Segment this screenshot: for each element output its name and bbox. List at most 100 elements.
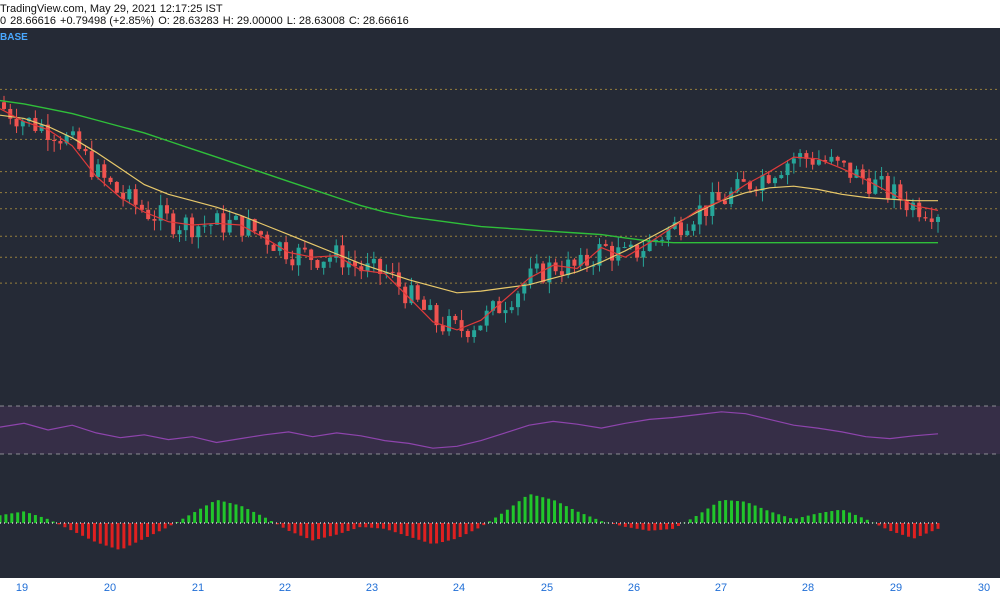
histogram-bar [889,523,893,532]
histogram-bar [783,516,787,523]
histogram-bar [140,523,144,540]
histogram-bar [216,500,220,523]
candle-body [578,254,583,266]
histogram-bar [848,512,852,523]
candle-body [816,160,821,165]
histogram-bar [877,523,881,526]
high-value: H: 29.00000 [222,15,283,27]
histogram-bar [659,523,663,530]
candle-body [77,131,82,149]
candle-body [365,263,370,272]
candle-body [804,153,809,159]
x-axis-tick: 29 [889,582,903,594]
histogram-bar [930,523,934,532]
candle-body [346,261,351,268]
candle-body [829,156,834,162]
candle-body [371,258,376,264]
chart-header: TradingView.com, May 29, 2021 12:17:25 I… [0,0,1000,28]
candle-body [415,285,420,300]
candle-body [610,245,615,261]
candle-body [302,247,307,250]
histogram-bar [381,523,385,529]
candle-body [798,153,803,159]
candle-body [553,262,558,272]
histogram-bar [376,523,380,529]
histogram-bar [328,523,332,537]
histogram-bar [252,511,256,523]
candle-body [359,266,364,272]
candle-body [747,181,752,190]
candle-body [196,226,201,238]
histogram-bar [399,523,403,535]
histogram-bar [853,514,857,523]
candle-body [102,164,107,178]
histogram-bar [747,503,751,523]
histogram-bar [629,523,633,528]
histogram-bar [494,517,498,523]
histogram-bar [688,519,692,523]
histogram-bar [918,523,922,536]
histogram-bar [4,514,8,523]
histogram-bar [57,523,61,525]
candle-body [121,192,126,200]
histogram-bar [27,513,31,523]
candle-body [923,217,928,219]
candle-body [390,271,395,273]
histogram-bar [482,523,486,526]
candle-body [83,148,88,152]
candle-body [823,160,828,162]
candle-body [810,158,815,165]
histogram-bar [794,518,798,523]
candle-body [20,121,25,127]
candle-body [114,182,119,193]
candle-body [572,259,577,266]
x-axis: 19 20 21 22 23 24 25 26 27 28 29 30 [0,578,1000,600]
x-axis-tick: 25 [540,582,554,594]
histogram-bar [370,523,374,528]
histogram-bar [81,523,85,536]
candle-body [45,124,50,140]
histogram-bar [352,523,356,530]
histogram-bar [653,523,657,531]
candle-body [860,169,865,179]
histogram-bar [293,523,297,534]
histogram-bar [765,510,769,523]
candle-body [139,204,144,210]
candle-body [929,218,934,222]
candle-body [321,261,326,268]
histogram-bar [187,515,191,523]
histogram-bar [340,523,344,533]
histogram-bar [305,523,309,539]
histogram-bar [199,508,203,523]
candle-body [227,219,232,233]
candle-body [64,135,69,144]
histogram-bar [446,523,450,541]
histogram-bar [346,523,350,531]
candle-body [885,176,890,199]
candle-body [208,224,213,226]
candle-body [528,268,533,285]
candle-body [327,257,332,262]
open-value: O: 28.63283 [158,15,219,27]
x-axis-tick: 21 [191,582,205,594]
candle-body [898,184,903,201]
candle-body [252,219,257,232]
candle-body [127,189,132,200]
candle-body [465,330,470,338]
histogram-bar [128,523,132,546]
histogram-bar [511,505,515,523]
histogram-bar [606,522,610,524]
candle-body [440,325,445,332]
candle-body [735,179,740,192]
histogram-bar [641,523,645,530]
candle-body [472,330,477,338]
histogram-bar [582,514,586,523]
candle-body [271,244,276,251]
candle-body [904,200,909,211]
histogram-bar [92,523,96,542]
histogram-bar [334,523,338,535]
candle-body [835,156,840,161]
price-chart[interactable] [0,28,1000,578]
histogram-bar [588,516,592,523]
histogram-bar [553,500,557,523]
